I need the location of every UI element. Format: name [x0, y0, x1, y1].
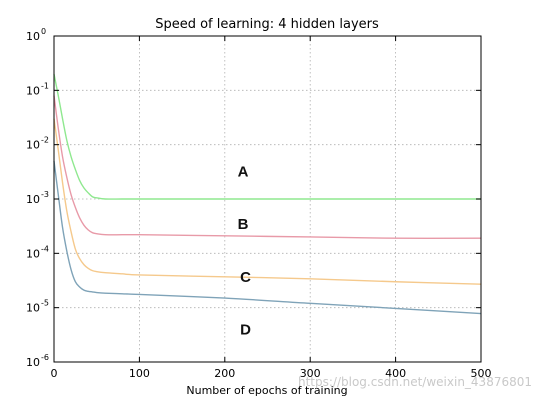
- series-line-3: [54, 119, 481, 284]
- annotation-b: B: [238, 216, 249, 233]
- tick-layer: 0 100 200 300 400 50010-610-510-410-310-210-1…: [26, 27, 492, 380]
- y-tick-label: 10 -3: [26, 190, 49, 206]
- y-tick-exponent: -3: [41, 190, 49, 199]
- series-line-1: [54, 74, 481, 199]
- y-tick-label: 10 -2: [26, 136, 49, 152]
- annotation-layer: A B C D: [238, 163, 252, 338]
- watermark: https://blog.csdn.net/weixin_43876801: [298, 375, 532, 389]
- x-tick-label: 0: [51, 367, 58, 380]
- y-tick-exponent: 0: [41, 27, 46, 36]
- y-tick-base: 10: [26, 84, 40, 97]
- y-tick-base: 10: [26, 139, 40, 152]
- y-tick-exponent: -4: [41, 244, 49, 253]
- y-tick-exponent: -6: [41, 353, 49, 362]
- y-tick-exponent: -5: [41, 299, 49, 308]
- series-line-2: [54, 96, 481, 239]
- y-tick-base: 10: [26, 302, 40, 315]
- series-layer: [54, 74, 481, 314]
- annotation-a: A: [238, 163, 249, 180]
- x-tick-label: 200: [214, 367, 235, 380]
- y-tick-label: 10 0: [26, 27, 46, 43]
- annotation-c: C: [240, 269, 251, 286]
- annotation-d: D: [240, 322, 251, 339]
- y-tick-label: 10 -6: [26, 353, 49, 369]
- x-tick-label: 100: [129, 367, 150, 380]
- y-tick-exponent: -2: [41, 136, 49, 145]
- chart-title: Speed of learning: 4 hidden layers: [155, 17, 379, 32]
- y-tick-label: 10 -5: [26, 299, 49, 315]
- y-tick-base: 10: [26, 247, 40, 260]
- y-tick-base: 10: [26, 356, 40, 369]
- y-tick-exponent: -1: [41, 81, 49, 90]
- y-tick-base: 10: [26, 193, 40, 206]
- y-tick-label: 10 -4: [26, 244, 49, 260]
- series-line-4: [54, 161, 481, 314]
- y-tick-base: 10: [26, 30, 40, 43]
- y-tick-label: 10 -1: [26, 81, 49, 97]
